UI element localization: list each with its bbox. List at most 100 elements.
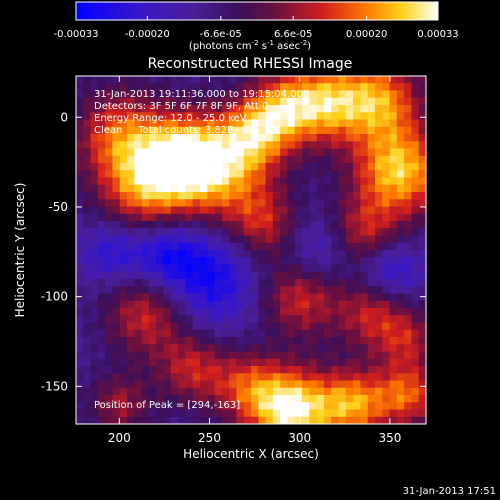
heatmap-cell [367, 141, 376, 149]
heatmap-cell [236, 271, 245, 280]
heatmap-cell [251, 387, 259, 396]
heatmap-cell [97, 141, 106, 149]
heatmap-cell [411, 358, 420, 367]
heatmap-cell [389, 83, 398, 91]
heatmap-cell [258, 148, 266, 157]
heatmap-cell [199, 373, 208, 381]
heatmap-cell [345, 134, 354, 142]
heatmap-cell [134, 97, 143, 106]
heatmap-cell [112, 119, 121, 128]
heatmap-cell [280, 228, 288, 236]
heatmap-cell [280, 308, 288, 316]
heatmap-cell [360, 134, 369, 142]
heatmap-cell [163, 148, 172, 157]
heatmap-cell [411, 134, 420, 142]
heatmap-cell [90, 177, 99, 186]
heatmap-cell [127, 416, 135, 425]
heatmap-cell [309, 134, 318, 142]
heatmap-cell [331, 387, 339, 396]
heatmap-cell [185, 315, 194, 323]
heatmap-cell [127, 119, 135, 128]
heatmap-cell [156, 329, 164, 338]
heatmap-cell [360, 286, 369, 294]
heatmap-cell [221, 416, 230, 425]
heatmap-cell [90, 293, 99, 302]
heatmap-cell [185, 286, 194, 294]
heatmap-cell [134, 402, 143, 410]
heatmap-cell [323, 387, 332, 396]
heatmap-cell [265, 177, 274, 186]
heatmap-cell [221, 97, 230, 106]
heatmap-cell [367, 199, 376, 207]
heatmap-cell [251, 206, 259, 215]
heatmap-cell [148, 387, 157, 396]
heatmap-cell [229, 141, 237, 149]
heatmap-cell [272, 351, 281, 360]
heatmap-cell [156, 416, 164, 425]
heatmap-cell [331, 373, 339, 381]
heatmap-cell [396, 416, 405, 425]
heatmap-cell [345, 322, 354, 331]
heatmap-cell [185, 279, 194, 287]
heatmap-cell [396, 409, 405, 418]
heatmap-cell [309, 170, 318, 178]
heatmap-cell [207, 250, 215, 258]
heatmap-cell [156, 337, 164, 345]
heatmap-cell [258, 380, 266, 389]
heatmap-cell [156, 112, 164, 120]
heatmap-cell [280, 257, 288, 265]
heatmap-cell [287, 351, 296, 360]
heatmap-cell [302, 373, 310, 381]
heatmap-cell [367, 416, 376, 425]
heatmap-cell [185, 329, 194, 338]
heatmap-cell [112, 206, 121, 215]
heatmap-cell [331, 177, 339, 186]
heatmap-cell [229, 213, 237, 222]
heatmap-cell [411, 177, 420, 186]
heatmap-cell [199, 228, 208, 236]
heatmap-cell [178, 373, 186, 381]
heatmap-cell [112, 112, 121, 120]
heatmap-cell [258, 293, 266, 302]
heatmap-cell [418, 308, 427, 316]
heatmap-cell [236, 257, 245, 265]
heatmap-cell [214, 199, 223, 207]
heatmap-cell [360, 192, 369, 200]
heatmap-cell [105, 373, 113, 381]
heatmap-cell [148, 148, 157, 157]
heatmap-cell [170, 83, 179, 91]
heatmap-cell [389, 329, 398, 338]
heatmap-cell [404, 271, 412, 280]
heatmap-cell [404, 119, 412, 128]
heatmap-cell [127, 134, 135, 142]
heatmap-cell [367, 387, 376, 396]
heatmap-cell [374, 358, 383, 367]
heatmap-cell [338, 97, 347, 106]
heatmap-cell [163, 366, 172, 374]
heatmap-cell [178, 293, 186, 302]
heatmap-cell [411, 126, 420, 135]
heatmap-cell [360, 213, 369, 222]
heatmap-cell [396, 177, 405, 186]
heatmap-cell [207, 402, 215, 410]
heatmap-cell [411, 300, 420, 309]
heatmap-cell [258, 387, 266, 396]
heatmap-cell [374, 83, 383, 91]
heatmap-cell [396, 308, 405, 316]
heatmap-cell [236, 358, 245, 367]
heatmap-cell [90, 213, 99, 222]
heatmap-cell [221, 112, 230, 120]
heatmap-cell [221, 213, 230, 222]
heatmap-cell [396, 90, 405, 99]
heatmap-cell [404, 235, 412, 244]
heatmap-cell [127, 409, 135, 418]
heatmap-cell [396, 228, 405, 236]
heatmap-cell [207, 155, 215, 164]
heatmap-cell [265, 322, 274, 331]
heatmap-cell [367, 322, 376, 331]
heatmap-cell [178, 279, 186, 287]
heatmap-cell [76, 337, 84, 345]
heatmap-cell [156, 134, 164, 142]
heatmap-cell [156, 155, 164, 164]
heatmap-cell [418, 228, 427, 236]
